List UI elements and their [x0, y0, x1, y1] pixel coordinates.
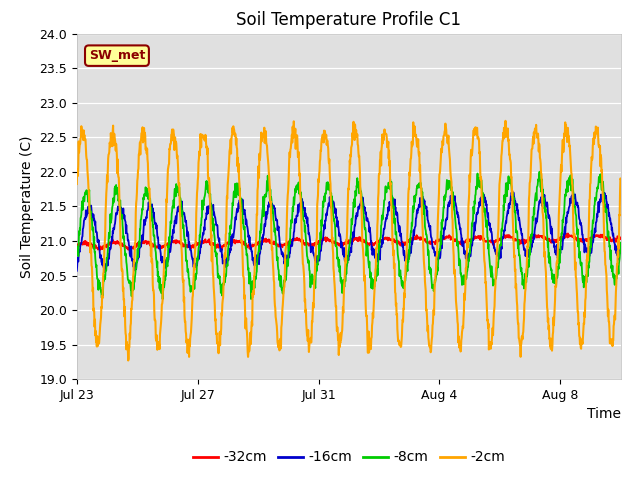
Title: Soil Temperature Profile C1: Soil Temperature Profile C1	[236, 11, 461, 29]
Text: SW_met: SW_met	[89, 49, 145, 62]
Y-axis label: Soil Temperature (C): Soil Temperature (C)	[20, 135, 34, 277]
Legend: -32cm, -16cm, -8cm, -2cm: -32cm, -16cm, -8cm, -2cm	[187, 445, 511, 470]
Text: Time: Time	[587, 407, 621, 421]
